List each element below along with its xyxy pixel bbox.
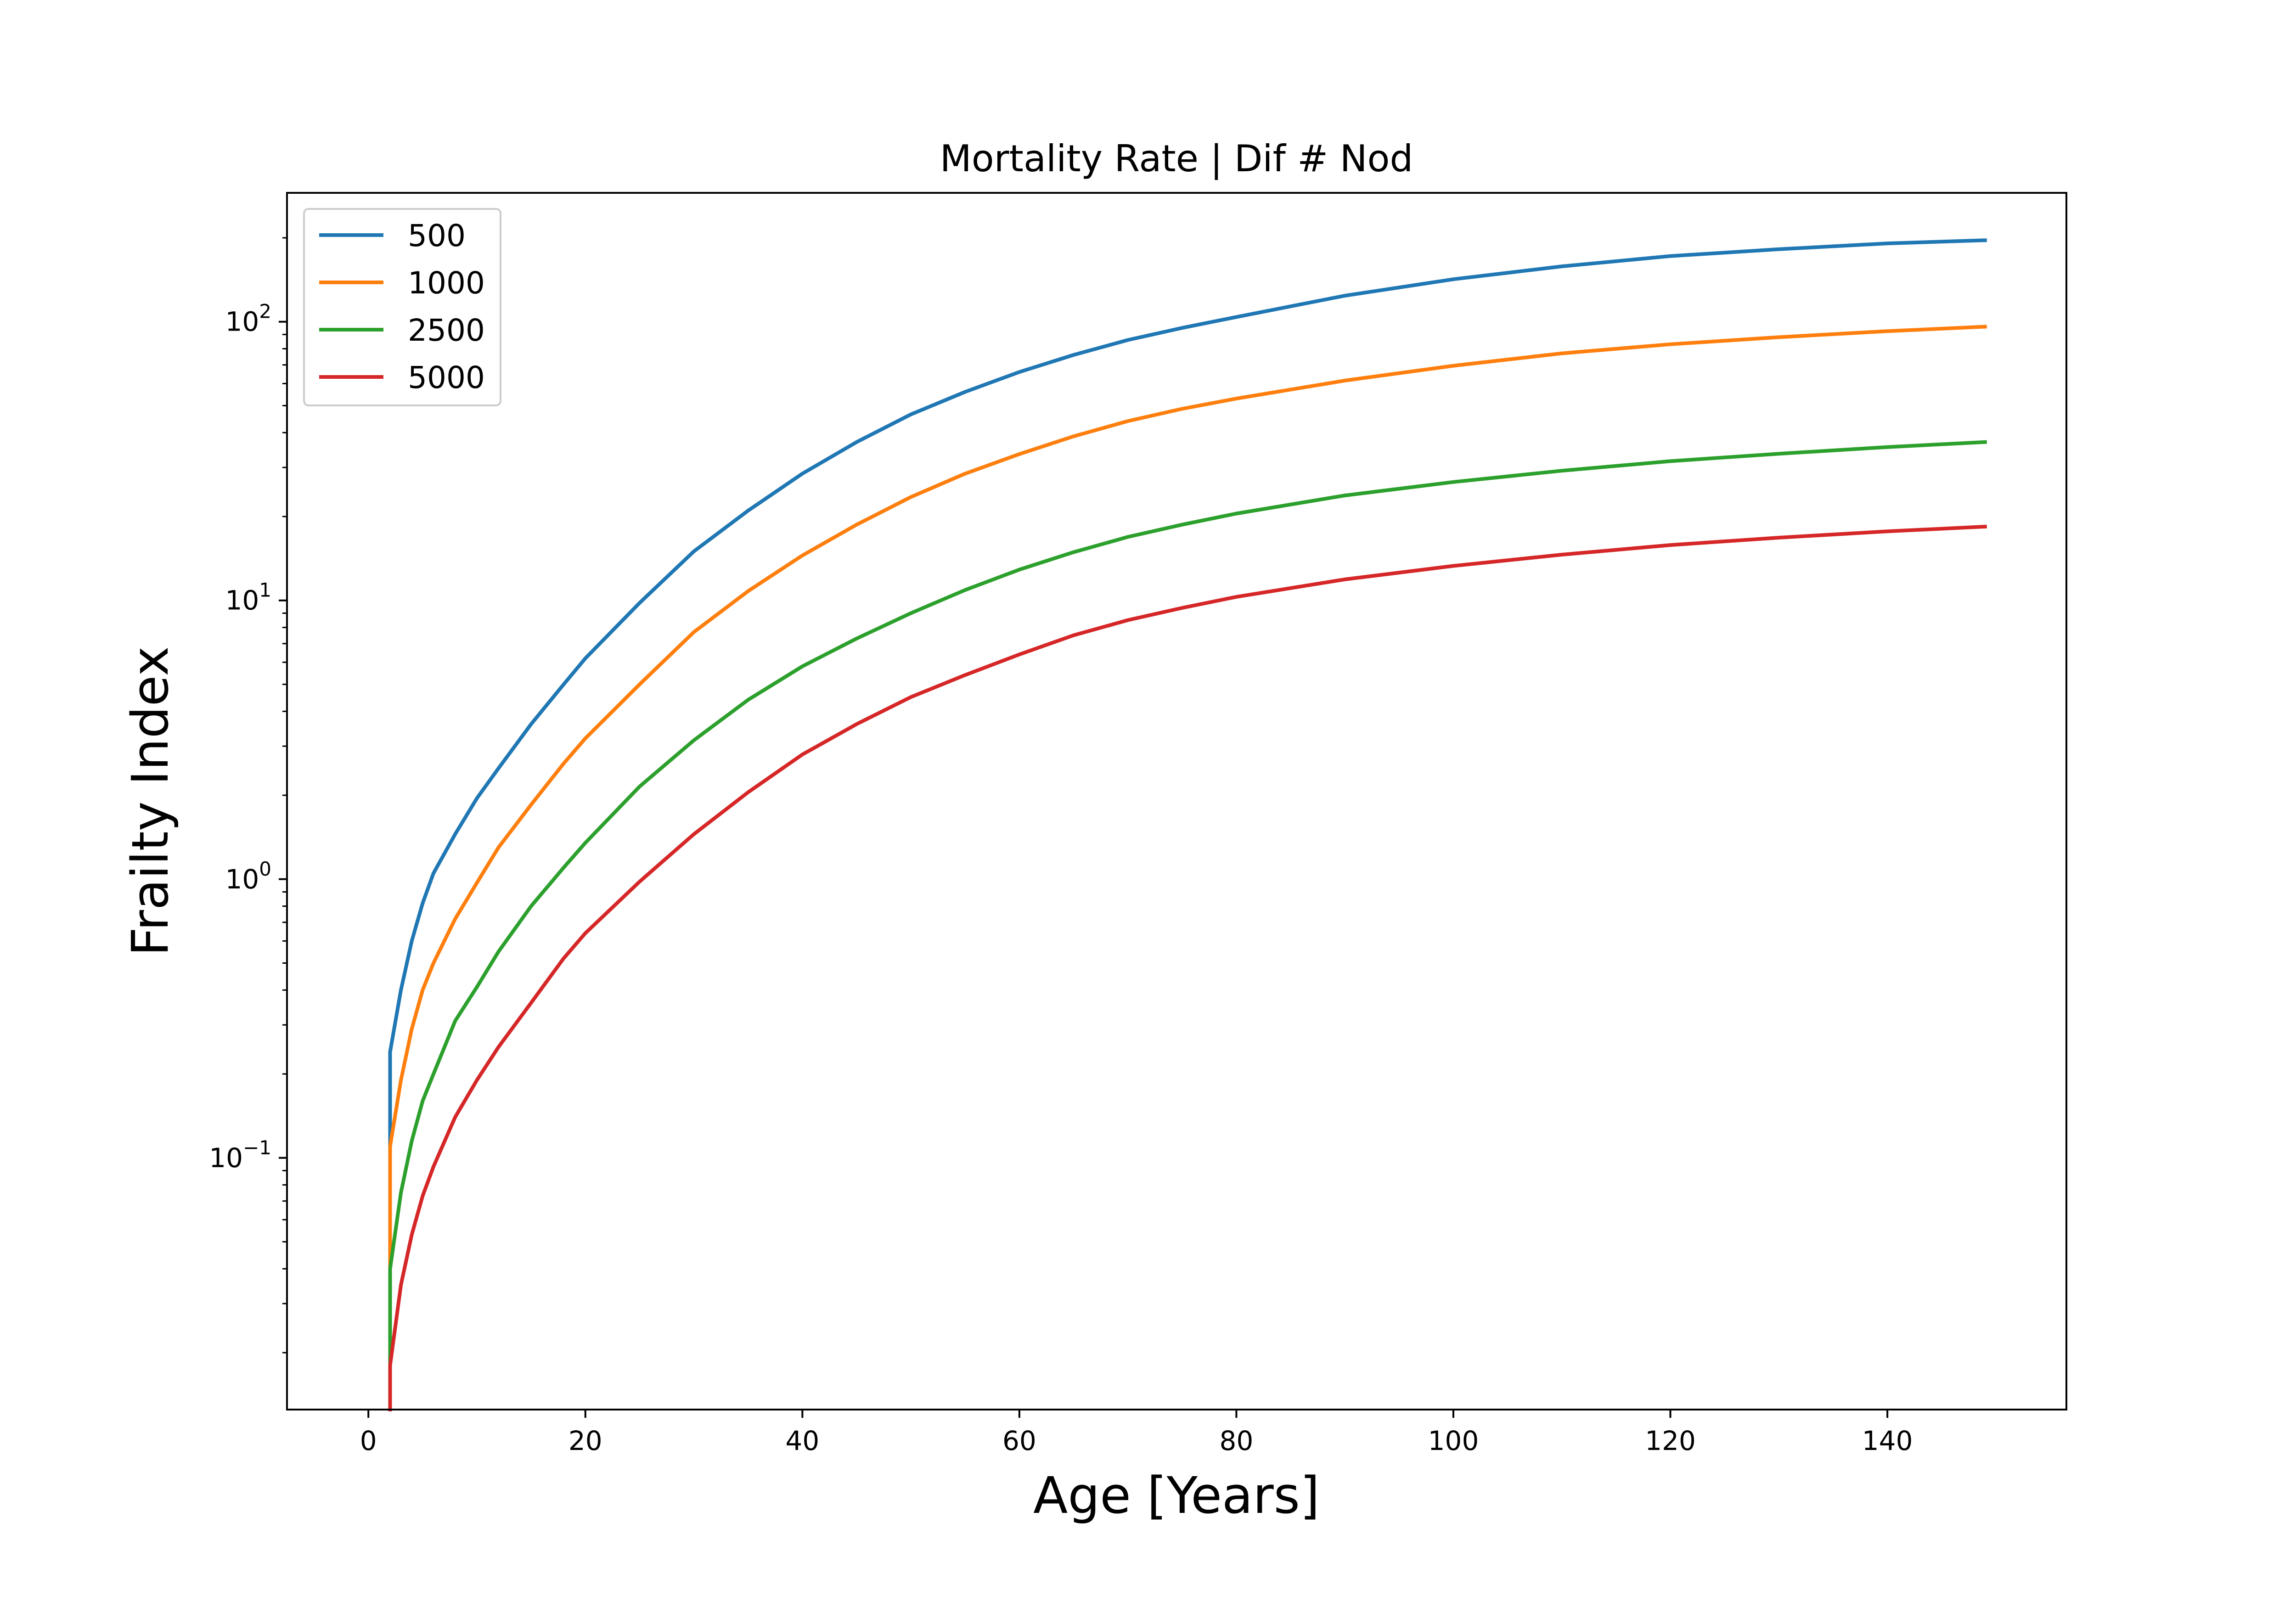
x-tick-label: 40 (785, 1425, 819, 1456)
y-tick-label: 10−1 (209, 1136, 271, 1174)
x-ticks: 0 20 40 60 80 100 120 140 (360, 1410, 1913, 1456)
x-tick-label: 20 (568, 1425, 602, 1456)
series-line-1000 (388, 325, 1987, 1411)
y-tick-label: 101 (225, 579, 271, 616)
y-ticks: 10−1 100 101 102 (209, 237, 287, 1354)
legend-label-2500: 2500 (408, 313, 485, 348)
x-tick-label: 60 (1002, 1425, 1036, 1456)
x-tick-label: 120 (1645, 1425, 1696, 1456)
series-line-5000 (388, 524, 1987, 1411)
x-tick-label: 80 (1220, 1425, 1254, 1456)
chart-title: Mortality Rate | Dif # Nod (940, 137, 1413, 180)
plot-area-frame (286, 192, 2067, 1410)
y-axis-label: Frailty Index (121, 646, 180, 956)
y-tick-label: 100 (225, 858, 271, 895)
x-tick-label: 100 (1428, 1425, 1479, 1456)
series-layer (388, 238, 1987, 1411)
legend-label-1000: 1000 (408, 265, 485, 301)
legend-label-5000: 5000 (408, 360, 485, 395)
y-tick-label: 102 (225, 300, 271, 337)
series-line-500 (388, 238, 1987, 1411)
plot-area-background (287, 193, 2066, 1410)
legend-frame (303, 208, 501, 406)
legend: 500 1000 2500 5000 (303, 208, 501, 406)
legend-label-500: 500 (408, 218, 466, 253)
series-line-2500 (388, 440, 1987, 1411)
x-axis-label: Age [Years] (1033, 1466, 1320, 1525)
x-tick-label: 0 (360, 1425, 377, 1456)
x-tick-label: 140 (1862, 1425, 1913, 1456)
